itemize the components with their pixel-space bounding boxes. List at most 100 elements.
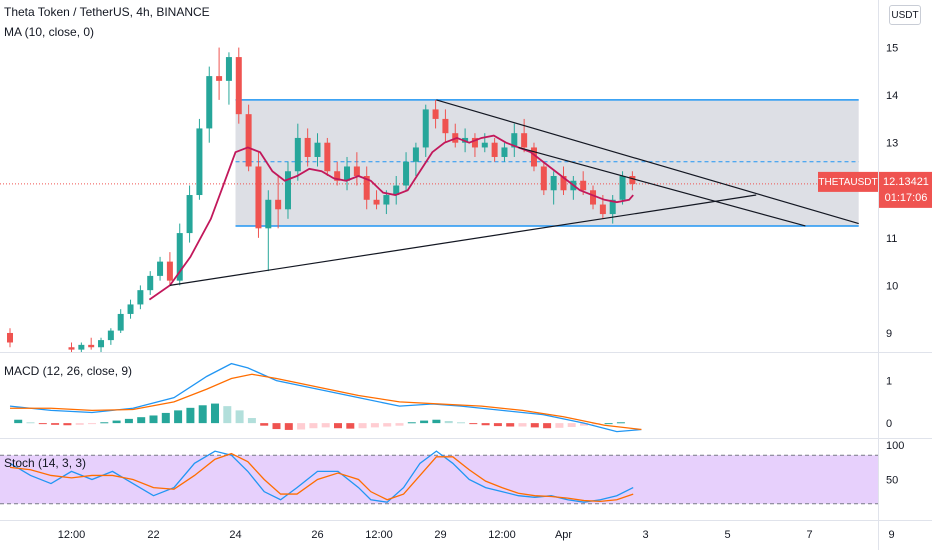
candle-down[interactable] [166,261,173,281]
price-tick-label: 14 [886,90,898,102]
stoch-band [0,455,878,504]
candle-up[interactable] [393,185,400,196]
candle-down[interactable] [491,142,498,157]
candle-up[interactable] [501,147,508,157]
macd-histogram-bar [100,422,109,424]
candle-down[interactable] [275,199,282,210]
trendline[interactable] [518,146,806,227]
candle-up[interactable] [284,171,291,210]
time-tick-label: 24 [229,529,241,541]
macd-histogram-bar [272,423,281,430]
macd-histogram-bar [506,423,515,427]
macd-histogram-bar [309,423,318,429]
time-tick-label: 7 [806,529,812,541]
candle-up[interactable] [511,133,518,148]
macd-histogram-bar [26,422,35,424]
candle-down[interactable] [255,166,262,229]
candle-down[interactable] [629,176,636,185]
candle-up[interactable] [176,233,183,281]
candle-up[interactable] [147,275,154,291]
candle-down[interactable] [304,137,311,157]
candle-up[interactable] [98,340,105,348]
macd-histogram-bar [223,406,232,424]
candle-down[interactable] [324,142,331,172]
currency-button[interactable]: USDT [889,5,921,25]
candle-down[interactable] [590,190,597,205]
candle-down[interactable] [7,332,13,343]
macd-tick-label: 1 [886,376,892,388]
macd-histogram-bar [112,420,121,424]
candle-down[interactable] [363,176,370,200]
time-tick-label: Apr [555,529,572,541]
candle-up[interactable] [294,137,301,172]
candle-up[interactable] [609,199,616,215]
candle-down[interactable] [580,180,587,191]
trendline[interactable] [169,194,757,286]
macd-histogram-bar [530,423,539,428]
candle-up[interactable] [186,195,193,234]
candle-down[interactable] [68,347,75,350]
macd-histogram-bar [321,423,330,428]
candle-up[interactable] [265,199,272,229]
candle-up[interactable] [196,128,203,196]
candle-down[interactable] [442,118,449,134]
candle-up[interactable] [481,142,488,148]
candle-down[interactable] [373,199,380,205]
candle-down[interactable] [530,147,537,167]
candle-up[interactable] [550,176,557,191]
macd-histogram-bar [63,423,72,426]
candle-up[interactable] [107,330,114,341]
stoch-tick-label: 100 [886,440,904,452]
signal-line[interactable] [10,373,642,431]
candle-up[interactable] [225,57,232,81]
macd-line[interactable] [9,362,642,433]
candle-up[interactable] [403,161,410,186]
candle-up[interactable] [206,76,213,129]
ma-line[interactable] [148,134,634,301]
candle-down[interactable] [235,57,242,115]
candle-down[interactable] [521,133,528,148]
stoch-k-line[interactable] [9,450,634,503]
price-tick-label: 10 [886,280,898,292]
candle-down[interactable] [334,171,341,181]
candle-up[interactable] [137,290,144,305]
price-tick-label: 13 [886,138,898,150]
candle-up[interactable] [619,176,626,200]
time-tick-label: 3 [642,529,648,541]
macd-histogram-bar [469,423,478,425]
candle-down[interactable] [216,76,223,81]
candle-up[interactable] [314,142,321,157]
candle-up[interactable] [127,304,134,314]
candle-down[interactable] [540,166,547,191]
candle-up[interactable] [422,109,429,148]
channel-box[interactable] [235,99,859,226]
candle-up[interactable] [157,261,164,276]
candle-down[interactable] [560,176,567,191]
candle-down[interactable] [353,166,360,176]
candle-up[interactable] [117,313,124,331]
stoch-legend[interactable]: Stoch (14, 3, 3) [4,456,87,470]
macd-histogram-bar [346,423,355,429]
macd-legend[interactable]: MACD (12, 26, close, 9) [4,364,133,378]
candle-up[interactable] [383,195,390,205]
candle-down[interactable] [88,344,95,348]
symbol-tag [818,171,878,192]
macd-histogram-bar [567,423,576,427]
candle-down[interactable] [471,137,478,148]
candle-up[interactable] [78,344,85,350]
macd-histogram-bar [407,422,416,424]
trendline[interactable] [436,99,859,225]
candle-up[interactable] [412,147,419,162]
macd-histogram-bar [543,423,552,429]
candle-up[interactable] [344,166,351,181]
ma-legend[interactable]: MA (10, close, 0) [4,25,95,39]
candle-down[interactable] [432,109,439,119]
candle-down[interactable] [599,204,606,215]
candle-down[interactable] [245,114,252,167]
stoch-tick-label: 50 [886,475,898,487]
macd-histogram-bar [211,403,219,424]
stoch-d-line[interactable] [9,452,634,503]
macd-histogram-bar [395,423,404,426]
macd-histogram-bar [186,407,195,424]
